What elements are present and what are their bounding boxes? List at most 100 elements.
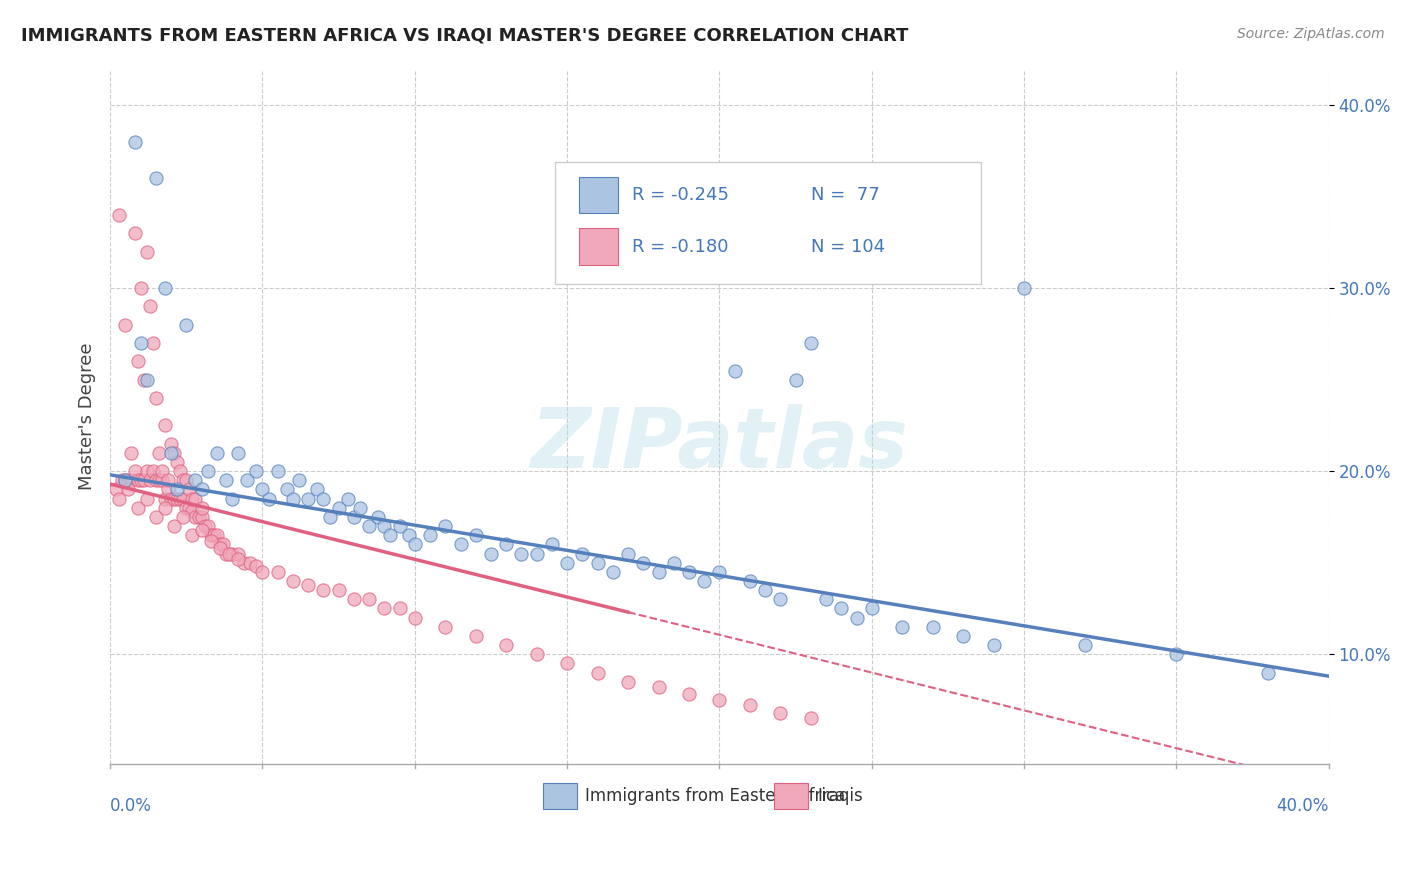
Point	[129, 336, 152, 351]
Point	[267, 565, 290, 579]
Point	[328, 500, 350, 515]
Point	[121, 473, 143, 487]
Point	[226, 552, 249, 566]
Point	[343, 592, 366, 607]
Text: R = -0.180: R = -0.180	[631, 237, 728, 256]
Point	[983, 638, 1005, 652]
Point	[197, 464, 219, 478]
Point	[194, 519, 217, 533]
Point	[233, 556, 256, 570]
Point	[398, 528, 420, 542]
Point	[678, 565, 700, 579]
Text: IMMIGRANTS FROM EASTERN AFRICA VS IRAQI MASTER'S DEGREE CORRELATION CHART: IMMIGRANTS FROM EASTERN AFRICA VS IRAQI …	[21, 27, 908, 45]
Point	[190, 510, 212, 524]
Point	[267, 464, 290, 478]
Point	[145, 473, 167, 487]
Point	[202, 528, 225, 542]
Point	[200, 528, 222, 542]
Point	[139, 473, 162, 487]
Bar	[579, 177, 619, 213]
Point	[891, 620, 914, 634]
Point	[135, 244, 157, 259]
Point	[153, 500, 176, 515]
Point	[328, 583, 350, 598]
Point	[132, 473, 155, 487]
Point	[176, 473, 198, 487]
Point	[184, 491, 207, 506]
Point	[602, 565, 624, 579]
Point	[307, 483, 329, 497]
Point	[724, 363, 747, 377]
Point	[172, 473, 194, 487]
Point	[187, 510, 209, 524]
Y-axis label: Master's Degree: Master's Degree	[79, 343, 96, 490]
Point	[769, 706, 792, 720]
Point	[288, 473, 311, 487]
Point	[754, 583, 776, 598]
Text: N =  77: N = 77	[811, 186, 880, 204]
Point	[132, 373, 155, 387]
Point	[172, 510, 194, 524]
Point	[359, 592, 381, 607]
Point	[281, 491, 304, 506]
Point	[450, 537, 472, 551]
Point	[388, 519, 411, 533]
Point	[127, 473, 149, 487]
Point	[148, 446, 170, 460]
Point	[312, 491, 335, 506]
Point	[662, 556, 685, 570]
Point	[434, 519, 457, 533]
Point	[124, 135, 146, 149]
Point	[145, 391, 167, 405]
Point	[359, 519, 381, 533]
Point	[1257, 665, 1279, 680]
Point	[709, 565, 731, 579]
Point	[117, 483, 139, 497]
Point	[555, 657, 578, 671]
Point	[367, 510, 389, 524]
Point	[464, 528, 486, 542]
Point	[135, 491, 157, 506]
Point	[373, 519, 395, 533]
Text: 40.0%: 40.0%	[1277, 797, 1329, 815]
Point	[169, 464, 191, 478]
Point	[145, 510, 167, 524]
Point	[380, 528, 402, 542]
Point	[163, 491, 186, 506]
Point	[709, 693, 731, 707]
Point	[166, 455, 188, 469]
Point	[184, 473, 207, 487]
Point	[830, 601, 852, 615]
Point	[647, 680, 669, 694]
Point	[738, 698, 761, 713]
Point	[236, 473, 259, 487]
Point	[111, 473, 134, 487]
Point	[276, 483, 298, 497]
Point	[693, 574, 716, 588]
Point	[129, 473, 152, 487]
Point	[1012, 281, 1035, 295]
Point	[388, 601, 411, 615]
Point	[404, 537, 426, 551]
Point	[212, 537, 235, 551]
Point	[160, 436, 183, 450]
Point	[647, 565, 669, 579]
Point	[181, 528, 204, 542]
Point	[121, 446, 143, 460]
Point	[157, 483, 180, 497]
Point	[166, 491, 188, 506]
Point	[434, 620, 457, 634]
Point	[239, 556, 262, 570]
Point	[257, 491, 280, 506]
Point	[555, 556, 578, 570]
Point	[153, 418, 176, 433]
Point	[157, 473, 180, 487]
Point	[785, 373, 807, 387]
Point	[105, 483, 128, 497]
Point	[464, 629, 486, 643]
Text: Source: ZipAtlas.com: Source: ZipAtlas.com	[1237, 27, 1385, 41]
Point	[142, 464, 165, 478]
Point	[153, 491, 176, 506]
Point	[190, 500, 212, 515]
Point	[114, 318, 136, 332]
